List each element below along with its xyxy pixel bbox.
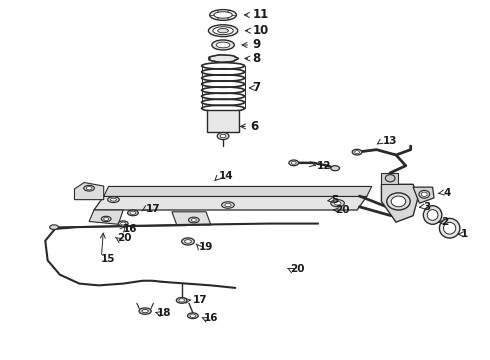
Ellipse shape (189, 217, 199, 223)
Polygon shape (413, 187, 434, 203)
Ellipse shape (423, 206, 442, 224)
Ellipse shape (121, 222, 125, 225)
Polygon shape (74, 183, 104, 200)
Polygon shape (172, 212, 211, 225)
Text: 20: 20 (117, 233, 131, 243)
Ellipse shape (220, 134, 226, 138)
Ellipse shape (443, 222, 456, 234)
Ellipse shape (225, 203, 231, 207)
Text: 17: 17 (193, 295, 207, 305)
Text: 12: 12 (317, 161, 332, 171)
Ellipse shape (127, 210, 138, 216)
Ellipse shape (84, 185, 95, 191)
Ellipse shape (142, 310, 148, 313)
Text: 14: 14 (219, 171, 234, 181)
Text: 19: 19 (199, 242, 214, 252)
Ellipse shape (108, 197, 119, 203)
Ellipse shape (427, 210, 438, 220)
Ellipse shape (331, 200, 344, 207)
Text: 7: 7 (252, 81, 260, 94)
Ellipse shape (391, 196, 406, 207)
Ellipse shape (214, 12, 232, 18)
Ellipse shape (352, 149, 362, 155)
Ellipse shape (440, 219, 460, 238)
Text: 9: 9 (252, 39, 261, 51)
Ellipse shape (111, 198, 116, 201)
Text: 15: 15 (101, 253, 116, 264)
Ellipse shape (139, 308, 151, 314)
Text: 16: 16 (123, 224, 138, 234)
Ellipse shape (387, 193, 410, 210)
Ellipse shape (176, 297, 187, 303)
Ellipse shape (213, 27, 233, 35)
Ellipse shape (355, 151, 360, 154)
Polygon shape (89, 210, 123, 224)
Ellipse shape (419, 190, 430, 198)
Text: 17: 17 (146, 203, 160, 213)
Ellipse shape (289, 160, 298, 166)
Ellipse shape (101, 216, 111, 222)
Polygon shape (207, 111, 239, 132)
Ellipse shape (221, 202, 234, 208)
Polygon shape (381, 184, 418, 222)
Text: 3: 3 (423, 202, 430, 212)
Ellipse shape (212, 40, 234, 50)
Polygon shape (381, 173, 398, 184)
Ellipse shape (208, 25, 238, 37)
Text: 10: 10 (252, 24, 269, 37)
Ellipse shape (334, 202, 341, 205)
Ellipse shape (130, 211, 136, 215)
Ellipse shape (218, 28, 228, 33)
Ellipse shape (291, 161, 296, 164)
Text: 6: 6 (250, 120, 258, 133)
Text: 13: 13 (382, 136, 397, 146)
Text: 4: 4 (444, 188, 451, 198)
Text: 8: 8 (252, 52, 261, 65)
Text: 5: 5 (331, 195, 338, 205)
Ellipse shape (86, 186, 92, 190)
Polygon shape (94, 197, 367, 210)
Ellipse shape (118, 221, 128, 226)
Text: 11: 11 (252, 9, 269, 22)
Ellipse shape (331, 166, 340, 171)
Ellipse shape (185, 240, 192, 243)
Ellipse shape (190, 314, 196, 318)
Ellipse shape (421, 192, 427, 197)
Text: 1: 1 (460, 229, 467, 239)
Text: 16: 16 (203, 313, 218, 323)
Text: 2: 2 (441, 217, 448, 227)
Text: 20: 20 (290, 264, 304, 274)
Text: 18: 18 (157, 308, 172, 318)
Ellipse shape (216, 42, 230, 48)
Polygon shape (104, 186, 372, 197)
Ellipse shape (192, 219, 196, 221)
Ellipse shape (217, 132, 229, 140)
Ellipse shape (104, 217, 109, 220)
Ellipse shape (209, 55, 237, 62)
Ellipse shape (49, 225, 58, 229)
Ellipse shape (182, 238, 195, 245)
Text: 20: 20 (336, 205, 350, 215)
Ellipse shape (385, 175, 395, 182)
Ellipse shape (179, 299, 185, 302)
Ellipse shape (210, 10, 237, 20)
Ellipse shape (188, 313, 198, 319)
